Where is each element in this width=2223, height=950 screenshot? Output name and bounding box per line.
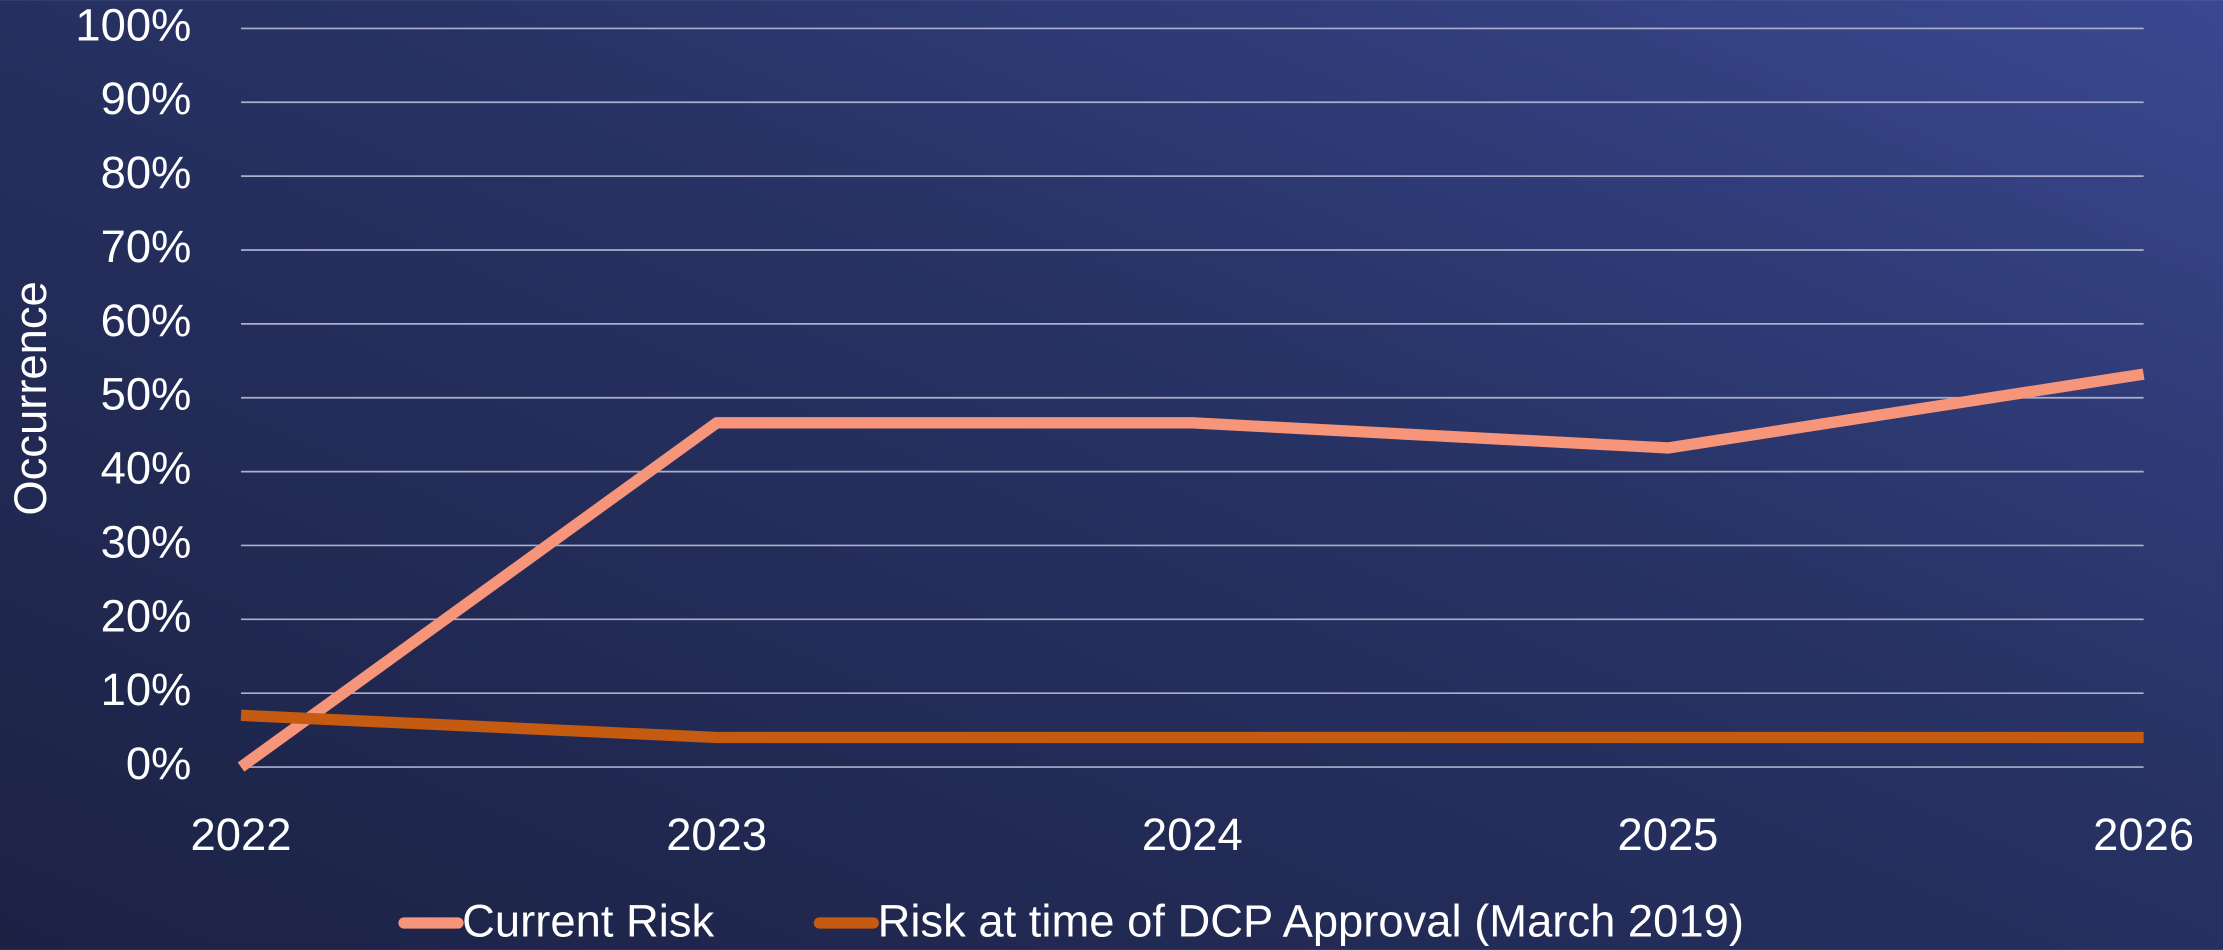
y-tick-label: 70% [101, 221, 192, 272]
x-tick-label: 2022 [191, 809, 292, 860]
y-tick-label: 50% [101, 369, 192, 420]
y-tick-label: 30% [101, 516, 192, 567]
y-tick-label: 80% [101, 147, 192, 198]
x-tick-label: 2023 [666, 809, 767, 860]
y-tick-label: 20% [101, 590, 192, 641]
series-line [240, 709, 2144, 744]
legend-label: Risk at time of DCP Approval (March 2019… [878, 895, 1744, 946]
series-line [237, 368, 2145, 772]
x-tick-label: 2024 [1142, 809, 1243, 860]
y-axis-label: Occurrence [5, 281, 56, 515]
x-tick-label: 2025 [1617, 809, 1718, 860]
y-tick-label: 40% [101, 443, 192, 494]
y-tick-label: 10% [101, 664, 192, 715]
y-tick-label: 90% [101, 73, 192, 124]
y-tick-label: 100% [75, 0, 191, 50]
x-tick-label: 2026 [2093, 809, 2194, 860]
legend-label: Current Risk [462, 895, 714, 946]
y-tick-label: 0% [126, 738, 192, 789]
y-tick-label: 60% [101, 295, 192, 346]
